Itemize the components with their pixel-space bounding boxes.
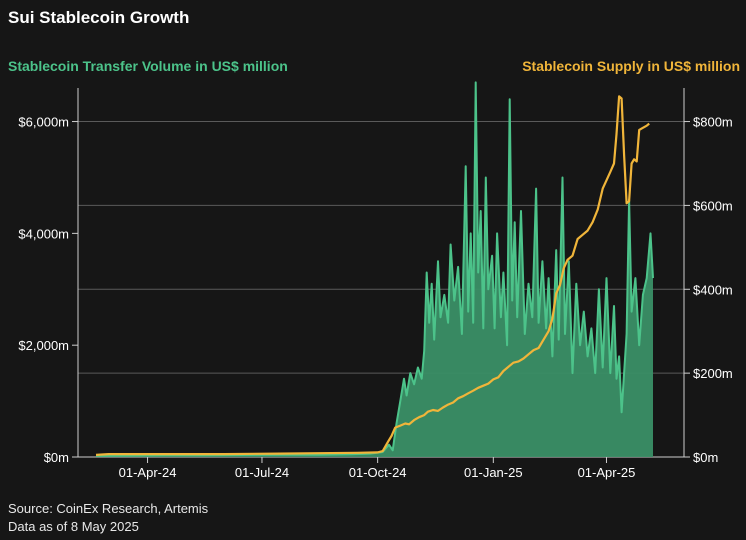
x-tick-label-4: 01-Apr-25 xyxy=(578,465,636,480)
chart-title: Sui Stablecoin Growth xyxy=(8,8,190,27)
right-axis-title: Stablecoin Supply in US$ million xyxy=(522,58,740,74)
x-tick-label-3: 01-Jan-25 xyxy=(464,465,523,480)
x-tick-label-1: 01-Jul-24 xyxy=(235,465,289,480)
date-note: Data as of 8 May 2025 xyxy=(8,519,139,534)
left-tick-label-1: $2,000m xyxy=(18,338,69,353)
left-tick-label-0: $0m xyxy=(44,450,69,465)
right-tick-label-2: $400m xyxy=(693,282,733,297)
left-tick-label-2: $4,000m xyxy=(18,226,69,241)
left-axis-title: Stablecoin Transfer Volume in US$ millio… xyxy=(8,58,288,74)
x-tick-label-2: 01-Oct-24 xyxy=(349,465,407,480)
left-tick-label-3: $6,000m xyxy=(18,115,69,130)
right-tick-label-0: $0m xyxy=(693,450,718,465)
source-note: Source: CoinEx Research, Artemis xyxy=(8,501,209,516)
right-tick-label-3: $600m xyxy=(693,198,733,213)
chart-footer: Source: CoinEx Research, Artemis Data as… xyxy=(8,500,208,536)
x-tick-label-0: 01-Apr-24 xyxy=(119,465,177,480)
right-tick-label-4: $800m xyxy=(693,115,733,130)
volume-series-line xyxy=(95,81,654,457)
right-tick-label-1: $200m xyxy=(693,366,733,381)
supply-series-line xyxy=(95,95,650,456)
